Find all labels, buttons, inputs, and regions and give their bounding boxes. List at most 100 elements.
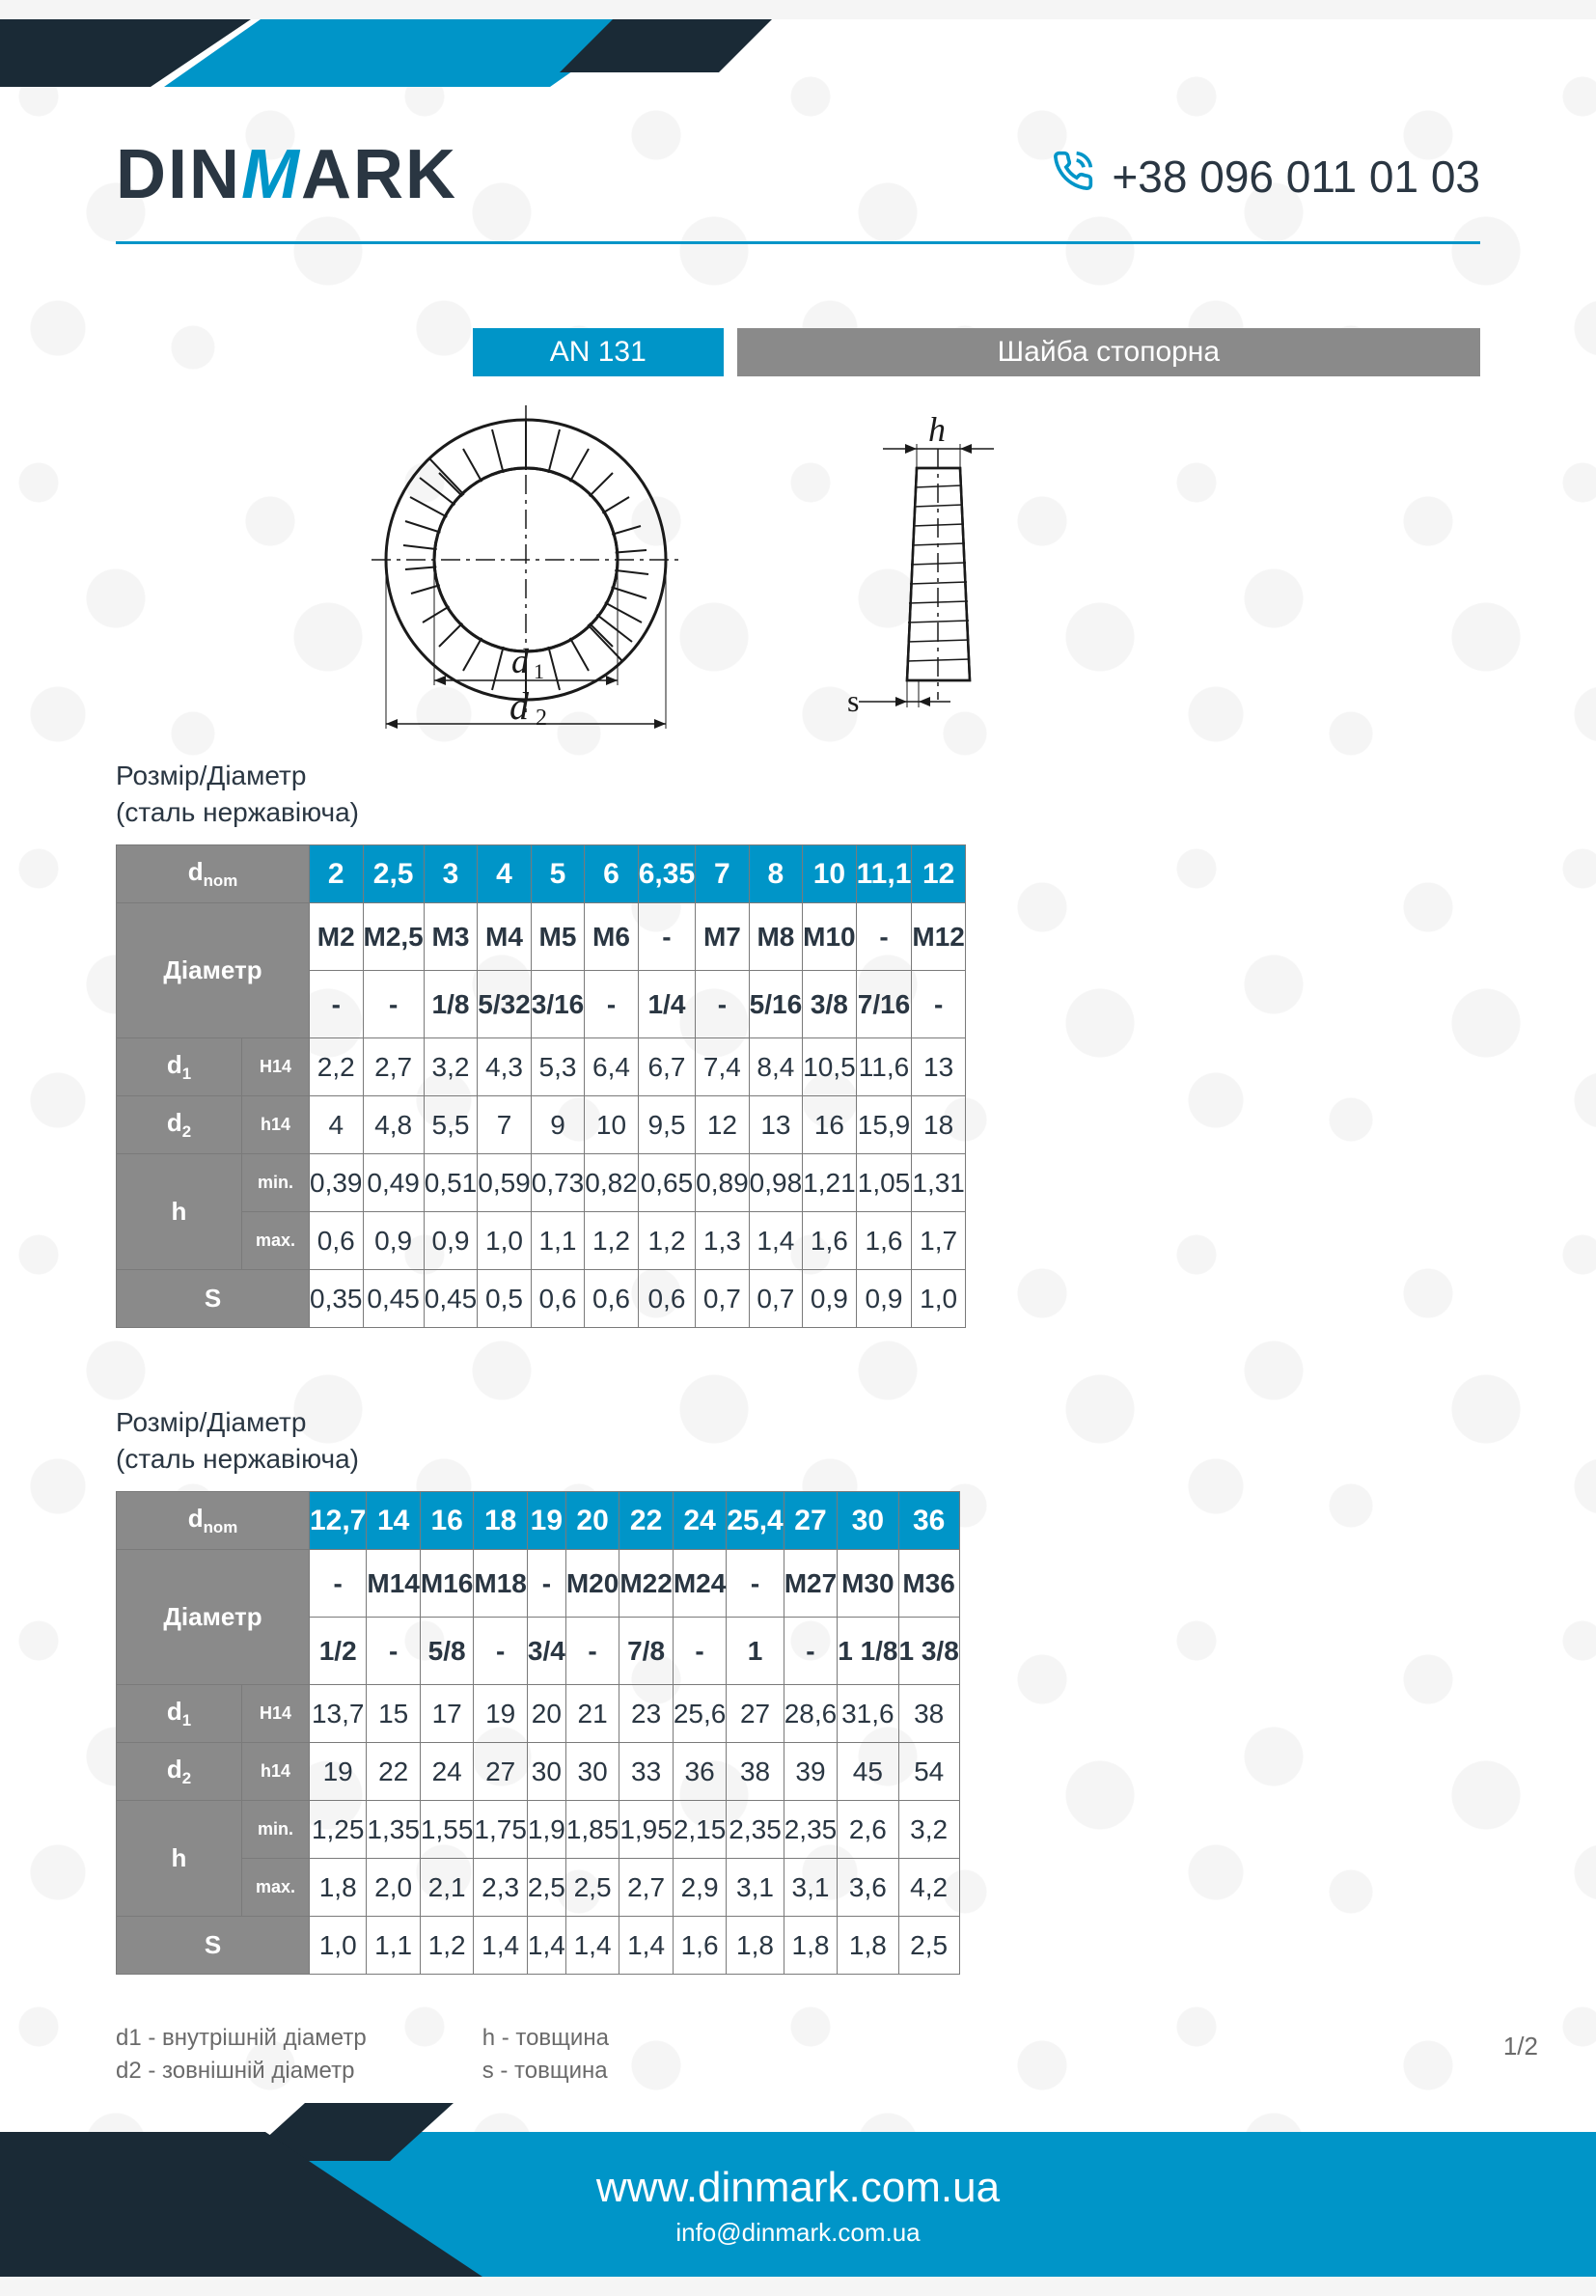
cell-s: 0,6 <box>585 1270 639 1328</box>
cell-s: 1,4 <box>619 1917 674 1975</box>
diameter-metric: - <box>527 1550 565 1618</box>
cell-s: 1,6 <box>673 1917 727 1975</box>
cell-d1: 3,2 <box>424 1038 478 1096</box>
cell-hmax: 2,9 <box>673 1859 727 1917</box>
cell-hmin: 1,31 <box>912 1154 966 1212</box>
diameter-fraction: - <box>784 1618 838 1685</box>
title-spacer <box>116 328 473 376</box>
cell-hmin: 1,95 <box>619 1801 674 1859</box>
cell-s: 0,35 <box>310 1270 364 1328</box>
diameter-metric: M20 <box>565 1550 619 1618</box>
row-label-d2: d2 <box>117 1096 242 1154</box>
cell-d2: 54 <box>898 1743 959 1801</box>
cell-s: 2,5 <box>898 1917 959 1975</box>
spec-table-2: dnom12,71416181920222425,4273036Діаметр-… <box>116 1491 960 1975</box>
cell-d2: 36 <box>673 1743 727 1801</box>
row-label-s: S <box>117 1917 310 1975</box>
dnom-value: 5 <box>531 845 585 903</box>
title-bars: AN 131 Шайба стопорна <box>116 328 1480 376</box>
cell-d1: 4,3 <box>478 1038 532 1096</box>
diameter-metric: - <box>638 903 695 971</box>
row-tol-d1: H14 <box>242 1038 310 1096</box>
section-label-line2: (сталь нержавіюча) <box>116 797 359 827</box>
cell-d1: 7,4 <box>696 1038 750 1096</box>
col-header-diameter: Діаметр <box>117 903 310 1038</box>
dnom-value: 16 <box>420 1492 474 1550</box>
cell-hmin: 2,35 <box>784 1801 838 1859</box>
cell-d1: 13,7 <box>310 1685 367 1743</box>
row-sub-hmin: min. <box>242 1801 310 1859</box>
cell-d2: 38 <box>727 1743 784 1801</box>
cell-s: 0,9 <box>803 1270 857 1328</box>
legend-d1: d1 - внутрішній діаметр <box>116 2022 367 2055</box>
page-number: 1/2 <box>1503 2032 1538 2061</box>
cell-d1: 28,6 <box>784 1685 838 1743</box>
row-sub-hmax: max. <box>242 1859 310 1917</box>
cell-d2: 12 <box>696 1096 750 1154</box>
diameter-metric: M2,5 <box>363 903 424 971</box>
dnom-value: 3 <box>424 845 478 903</box>
cell-s: 1,0 <box>310 1917 367 1975</box>
diameter-fraction: - <box>565 1618 619 1685</box>
cell-hmax: 0,9 <box>424 1212 478 1270</box>
dnom-value: 12,7 <box>310 1492 367 1550</box>
page: DINMARK +38 096 011 01 03 AN 131 Шайба с… <box>0 19 1596 2277</box>
cell-hmin: 1,05 <box>856 1154 912 1212</box>
header-divider <box>116 241 1480 244</box>
section-label-line1: Розмір/Діаметр <box>116 1407 306 1437</box>
diameter-metric: M8 <box>749 903 803 971</box>
cell-s: 0,45 <box>424 1270 478 1328</box>
diameter-metric: M27 <box>784 1550 838 1618</box>
cell-hmax: 2,0 <box>367 1859 421 1917</box>
row-tol-d2: h14 <box>242 1743 310 1801</box>
diameter-metric: M2 <box>310 903 364 971</box>
cell-hmax: 2,1 <box>420 1859 474 1917</box>
diameter-fraction: - <box>673 1618 727 1685</box>
cell-d1: 20 <box>527 1685 565 1743</box>
cell-d2: 33 <box>619 1743 674 1801</box>
phone-block: +38 096 011 01 03 <box>1052 150 1480 203</box>
row-tol-d2: h14 <box>242 1096 310 1154</box>
row-label-d1: d1 <box>117 1038 242 1096</box>
cell-hmax: 0,9 <box>363 1212 424 1270</box>
cell-hmin: 0,73 <box>531 1154 585 1212</box>
cell-hmax: 1,8 <box>310 1859 367 1917</box>
cell-d1: 23 <box>619 1685 674 1743</box>
svg-text:2: 2 <box>536 705 547 731</box>
cell-s: 1,2 <box>420 1917 474 1975</box>
cell-hmin: 2,15 <box>673 1801 727 1859</box>
cell-d2: 10 <box>585 1096 639 1154</box>
dnom-value: 20 <box>565 1492 619 1550</box>
cell-hmax: 1,1 <box>531 1212 585 1270</box>
diameter-fraction: - <box>367 1618 421 1685</box>
cell-hmax: 1,7 <box>912 1212 966 1270</box>
cell-d1: 2,2 <box>310 1038 364 1096</box>
technical-diagram: d 1 d 2 <box>338 401 1206 748</box>
cell-d2: 7 <box>478 1096 532 1154</box>
cell-d2: 18 <box>912 1096 966 1154</box>
phone-number: +38 096 011 01 03 <box>1112 151 1480 203</box>
dnom-value: 24 <box>673 1492 727 1550</box>
diameter-metric: M4 <box>478 903 532 971</box>
row-label-d1: d1 <box>117 1685 242 1743</box>
dnom-value: 11,1 <box>856 845 912 903</box>
diameter-fraction: 7/16 <box>856 971 912 1038</box>
dnom-value: 19 <box>527 1492 565 1550</box>
product-code: AN 131 <box>473 328 724 376</box>
diameter-metric: M36 <box>898 1550 959 1618</box>
cell-d2: 9,5 <box>638 1096 695 1154</box>
cell-s: 1,1 <box>367 1917 421 1975</box>
diameter-fraction: 5/16 <box>749 971 803 1038</box>
phone-icon <box>1052 150 1094 203</box>
section-label-line1: Розмір/Діаметр <box>116 761 306 790</box>
cell-d1: 19 <box>474 1685 528 1743</box>
cell-s: 1,8 <box>784 1917 838 1975</box>
cell-d1: 38 <box>898 1685 959 1743</box>
cell-d1: 10,5 <box>803 1038 857 1096</box>
cell-d1: 2,7 <box>363 1038 424 1096</box>
cell-d2: 4,8 <box>363 1096 424 1154</box>
cell-d2: 5,5 <box>424 1096 478 1154</box>
cell-hmax: 3,6 <box>838 1859 898 1917</box>
diameter-fraction: - <box>696 971 750 1038</box>
row-sub-hmin: min. <box>242 1154 310 1212</box>
